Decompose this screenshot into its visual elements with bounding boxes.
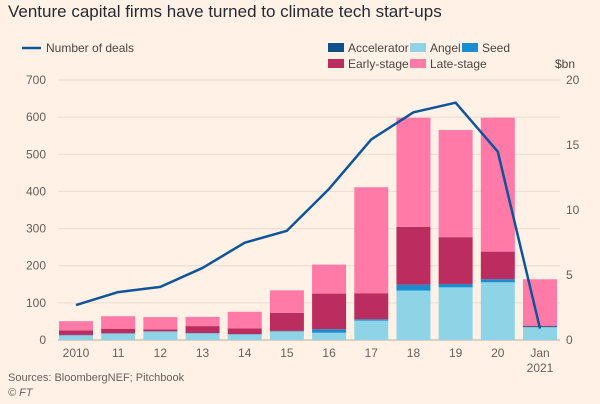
bar-angel xyxy=(396,290,431,340)
bar-angel xyxy=(480,282,515,340)
bar-angel xyxy=(269,331,304,340)
bar-angel xyxy=(227,334,262,340)
bar-late-stage xyxy=(438,130,473,238)
bar-angel xyxy=(101,333,136,340)
right-tick-label: 10 xyxy=(566,203,580,217)
legend-label: Late-stage xyxy=(430,57,487,71)
x-tick-label: 18 xyxy=(407,346,421,360)
legend-swatch-early-stage xyxy=(328,59,344,68)
x-tick-label: 20 xyxy=(491,346,505,360)
x-tick-label: 13 xyxy=(196,346,210,360)
bar-angel xyxy=(59,335,93,340)
legend-label: Early-stage xyxy=(348,57,409,71)
bar-late-stage xyxy=(269,290,304,313)
bar-early-stage xyxy=(312,293,347,330)
x-tick-label: 19 xyxy=(449,346,463,360)
bar-early-stage xyxy=(227,328,262,335)
x-tick-label: 12 xyxy=(154,346,168,360)
bar-late-stage xyxy=(523,279,557,326)
legend-swatch-late-stage xyxy=(410,59,426,68)
bar-late-stage xyxy=(101,316,136,329)
bar-early-stage xyxy=(396,226,431,285)
left-tick-label: 500 xyxy=(26,147,46,161)
legend-swatch-angel xyxy=(410,43,426,52)
x-tick-label: Jan xyxy=(530,346,549,360)
left-tick-label: 300 xyxy=(26,222,46,236)
legend-label: Number of deals xyxy=(46,41,134,55)
bar-angel xyxy=(523,327,557,340)
bar-late-stage xyxy=(312,264,347,294)
x-tick-sublabel: 2021 xyxy=(527,361,554,375)
bar-early-stage xyxy=(354,293,389,320)
bar-angel xyxy=(185,333,220,340)
bar-angel xyxy=(312,332,347,340)
right-tick-label: 15 xyxy=(566,138,580,152)
legend-label: Seed xyxy=(482,41,510,55)
legend-label: Angel xyxy=(430,41,461,55)
bar-angel xyxy=(438,287,473,340)
bar-early-stage xyxy=(143,329,178,332)
bar-early-stage xyxy=(59,330,93,335)
bar-late-stage xyxy=(396,117,431,227)
left-tick-label: 400 xyxy=(26,184,46,198)
bar-seed xyxy=(396,284,431,291)
right-tick-label: 20 xyxy=(566,73,580,87)
bar-angel xyxy=(354,320,389,340)
x-tick-label: 11 xyxy=(112,346,125,360)
legend-swatch-accelerator xyxy=(328,43,344,52)
x-tick-label: 16 xyxy=(322,346,336,360)
copyright: © FT xyxy=(8,387,33,399)
legend-swatch-seed xyxy=(462,43,478,52)
left-tick-label: 100 xyxy=(26,296,46,310)
chart-title: Venture capital firms have turned to cli… xyxy=(8,2,442,21)
bar-late-stage xyxy=(59,321,93,331)
source-note: Sources: BloombergNEF; Pitchbook xyxy=(8,372,185,384)
right-tick-label: 5 xyxy=(566,268,573,282)
bar-late-stage xyxy=(143,317,178,330)
line-number-of-deals xyxy=(75,101,542,329)
x-tick-label: 17 xyxy=(365,346,379,360)
right-axis-unit: $bn xyxy=(555,57,575,71)
left-tick-label: 200 xyxy=(26,259,46,273)
right-tick-label: 0 xyxy=(566,333,573,347)
bar-seed xyxy=(438,284,473,288)
left-tick-label: 0 xyxy=(39,333,46,347)
bar-early-stage xyxy=(101,328,136,334)
bar-early-stage xyxy=(185,326,220,333)
left-tick-label: 700 xyxy=(26,73,46,87)
x-tick-label: 2010 xyxy=(63,346,90,360)
x-tick-label: 15 xyxy=(280,346,294,360)
bar-late-stage xyxy=(227,311,262,329)
bar-angel xyxy=(143,331,178,340)
x-tick-label: 14 xyxy=(238,346,252,360)
bar-seed xyxy=(312,329,347,333)
left-tick-label: 600 xyxy=(26,110,46,124)
bar-early-stage xyxy=(438,237,473,284)
bar-seed xyxy=(480,279,515,283)
bar-early-stage xyxy=(480,251,515,280)
bar-late-stage xyxy=(185,316,220,327)
bar-early-stage xyxy=(269,312,304,331)
bar-seed xyxy=(354,319,389,321)
legend-label: Accelerator xyxy=(348,41,409,55)
bar-late-stage xyxy=(354,187,389,294)
